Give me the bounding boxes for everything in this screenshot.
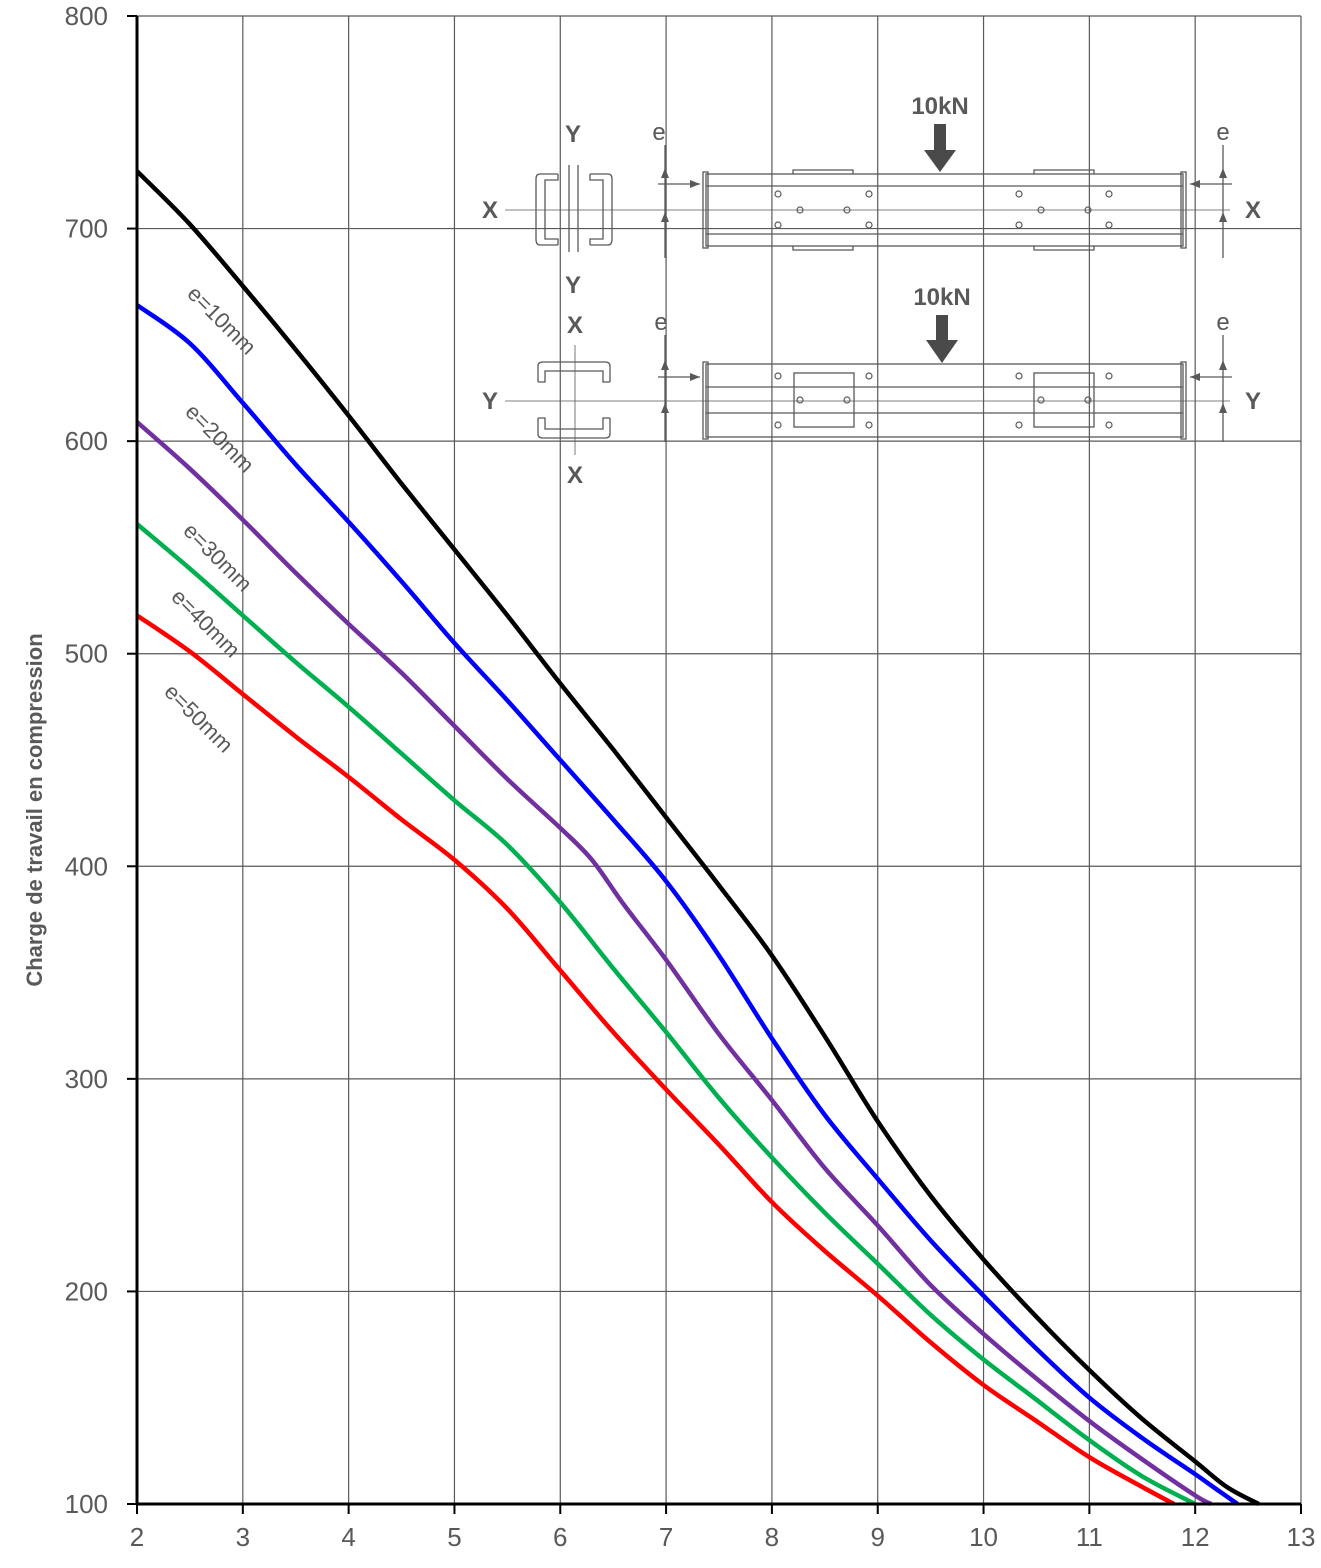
x-tick-label: 10: [969, 1522, 998, 1552]
axis-y-label: Y: [565, 272, 581, 299]
chart-tick-labels: 2 3 4 5 6 7 8 9 10 11 12 13 100 200 300 400 500 600 700 800: [65, 1, 1316, 1552]
batten-plate: [792, 169, 854, 251]
x-tick-label: 6: [553, 1522, 567, 1552]
axis-x-label: X: [567, 312, 583, 339]
y-tick-label: 700: [65, 214, 108, 244]
axis-x-label: X: [567, 462, 583, 489]
series-line-2: [135, 420, 1213, 1507]
x-tick-label: 11: [1076, 1522, 1103, 1552]
load-label: 10kN: [911, 93, 968, 120]
y-tick-label: 300: [65, 1064, 108, 1094]
series-line-0: [135, 169, 1260, 1506]
batten-plate: [1033, 372, 1095, 428]
end-plate: [1180, 171, 1187, 249]
axis-y-label: Y: [482, 388, 498, 415]
series-line-5: [135, 613, 1176, 1506]
load-label: 10kN: [913, 284, 970, 311]
channel-bottom-section: [537, 417, 611, 439]
x-tick-label: 12: [1181, 1522, 1210, 1552]
x-tick-label: 8: [765, 1522, 779, 1552]
arrowhead: [1190, 373, 1200, 381]
series-line-3: [135, 522, 1197, 1506]
series-line-1: [135, 303, 1239, 1506]
y-tick-label: 600: [65, 426, 108, 456]
x-tick-label: 4: [341, 1522, 355, 1552]
beam-outline: [705, 363, 1184, 438]
channel-left-section: [535, 173, 559, 246]
arrowhead: [690, 180, 700, 188]
y-tick-label: 500: [65, 639, 108, 669]
end-plate: [702, 171, 709, 249]
x-tick-label: 9: [870, 1522, 884, 1552]
load-arrow-icon: [924, 124, 956, 172]
eccentricity-label: e: [1216, 309, 1229, 336]
beam-diagram-y-axis: X X Y Y e e 10kN: [482, 284, 1261, 489]
axis-x-label: X: [482, 197, 498, 224]
beam-diagram-x-axis: Y Y X X e e 10kN: [482, 93, 1261, 299]
bolt-holes: [774, 190, 1113, 229]
channel-right-section: [589, 173, 613, 246]
chart-axes: [127, 15, 1302, 1514]
y-tick-label: 100: [65, 1489, 108, 1519]
chart-series: [135, 169, 1260, 1507]
end-plate: [1180, 361, 1187, 440]
axis-y-label: Y: [565, 121, 581, 148]
axis-y-label: Y: [1245, 388, 1261, 415]
series-label-e40: e=40mm: [166, 584, 245, 663]
chart-grid: [137, 15, 1302, 1504]
y-tick-label: 800: [65, 1, 108, 31]
x-tick-label: 5: [447, 1522, 461, 1552]
series-label-e30: e=30mm: [178, 518, 257, 597]
batten-plate: [1033, 169, 1095, 251]
eccentricity-label: e: [1216, 119, 1229, 146]
y-axis-label: Charge de travail en compression: [22, 633, 47, 986]
arrowhead: [1190, 180, 1200, 188]
x-tick-label: 3: [236, 1522, 250, 1552]
y-tick-label: 400: [65, 851, 108, 881]
series-label-e50: e=50mm: [159, 679, 238, 758]
channel-top-section: [537, 361, 611, 383]
eccentricity-label: e: [654, 309, 667, 336]
bolt-holes: [774, 372, 1113, 429]
axis-x-label: X: [1245, 197, 1261, 224]
arrowhead: [690, 373, 700, 381]
beam-outline: [705, 173, 1184, 247]
load-arrow-icon: [926, 315, 958, 363]
x-tick-label: 13: [1287, 1522, 1316, 1552]
x-tick-label: 2: [130, 1522, 144, 1552]
eccentricity-label: e: [652, 119, 665, 146]
y-tick-label: 200: [65, 1276, 108, 1306]
x-tick-label: 7: [659, 1522, 673, 1552]
batten-plate: [793, 372, 855, 428]
end-plate: [702, 361, 709, 440]
